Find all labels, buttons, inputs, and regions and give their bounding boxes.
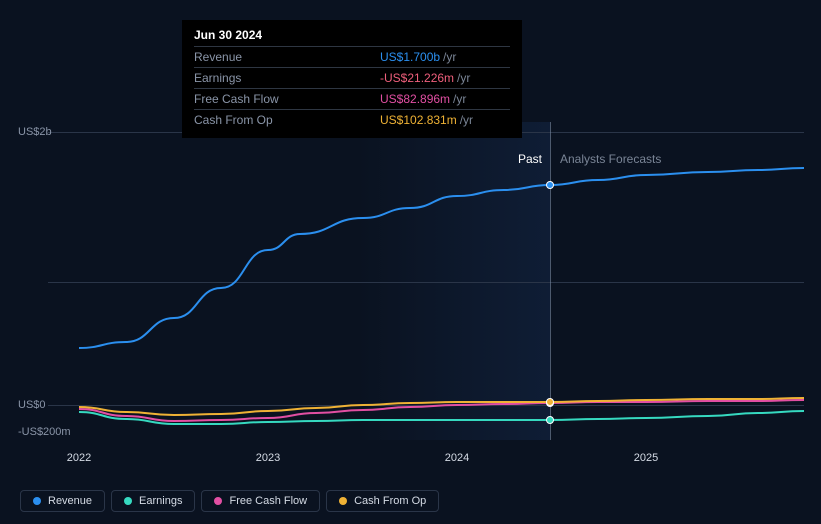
tooltip-row: Earnings-US$21.226m/yr — [194, 67, 510, 88]
legend-dot-icon — [339, 497, 347, 505]
tooltip-date: Jun 30 2024 — [194, 28, 510, 46]
y-axis-label: US$0 — [18, 399, 76, 411]
tooltip-row-unit: /yr — [457, 113, 473, 127]
financial-chart: Past Analysts Forecasts 2022202320242025… — [18, 122, 804, 440]
tooltip-row-unit: /yr — [440, 50, 456, 64]
tooltip-row-label: Earnings — [194, 71, 380, 85]
legend-item-label: Earnings — [139, 495, 182, 507]
tooltip-row: Free Cash FlowUS$82.896m/yr — [194, 88, 510, 109]
y-axis-label: US$2b — [18, 126, 76, 138]
hover-tooltip: Jun 30 2024 RevenueUS$1.700b/yrEarnings-… — [182, 20, 522, 138]
tooltip-row-label: Revenue — [194, 50, 380, 64]
legend-dot-icon — [124, 497, 132, 505]
legend-dot-icon — [33, 497, 41, 505]
x-axis-label: 2023 — [256, 452, 280, 464]
series-earnings — [79, 411, 804, 424]
legend-item-label: Revenue — [48, 495, 92, 507]
x-axis-label: 2022 — [67, 452, 91, 464]
tooltip-row-value: US$1.700b — [380, 50, 440, 64]
tooltip-row-value-wrap: -US$21.226m/yr — [380, 71, 510, 85]
legend-item-cfo[interactable]: Cash From Op — [326, 490, 439, 512]
chart-legend: Revenue Earnings Free Cash Flow Cash From O… — [20, 490, 439, 512]
legend-item-label: Free Cash Flow — [229, 495, 307, 507]
legend-item-revenue[interactable]: Revenue — [20, 490, 105, 512]
chart-lines — [48, 122, 804, 440]
tooltip-row-unit: /yr — [450, 92, 466, 106]
legend-dot-icon — [214, 497, 222, 505]
tooltip-row: Cash From OpUS$102.831m/yr — [194, 109, 510, 130]
legend-item-fcf[interactable]: Free Cash Flow — [201, 490, 320, 512]
tooltip-row: RevenueUS$1.700b/yr — [194, 46, 510, 67]
tooltip-row-value: -US$21.226m — [380, 71, 454, 85]
tooltip-row-value-wrap: US$102.831m/yr — [380, 113, 510, 127]
tooltip-row-value: US$82.896m — [380, 92, 450, 106]
hover-dot-cfo — [546, 398, 554, 406]
tooltip-row-unit: /yr — [454, 71, 470, 85]
tooltip-row-label: Free Cash Flow — [194, 92, 380, 106]
tooltip-row-value-wrap: US$1.700b/yr — [380, 50, 510, 64]
plot-region[interactable]: Past Analysts Forecasts 2022202320242025 — [48, 122, 804, 440]
legend-item-label: Cash From Op — [354, 495, 426, 507]
tooltip-row-value-wrap: US$82.896m/yr — [380, 92, 510, 106]
hover-dot-earnings — [546, 416, 554, 424]
tooltip-row-label: Cash From Op — [194, 113, 380, 127]
x-axis-label: 2025 — [634, 452, 658, 464]
y-axis-label: -US$200m — [18, 426, 76, 438]
tooltip-row-value: US$102.831m — [380, 113, 457, 127]
x-axis-label: 2024 — [445, 452, 469, 464]
hover-dot-revenue — [546, 181, 554, 189]
series-revenue — [79, 168, 804, 348]
legend-item-earnings[interactable]: Earnings — [111, 490, 195, 512]
